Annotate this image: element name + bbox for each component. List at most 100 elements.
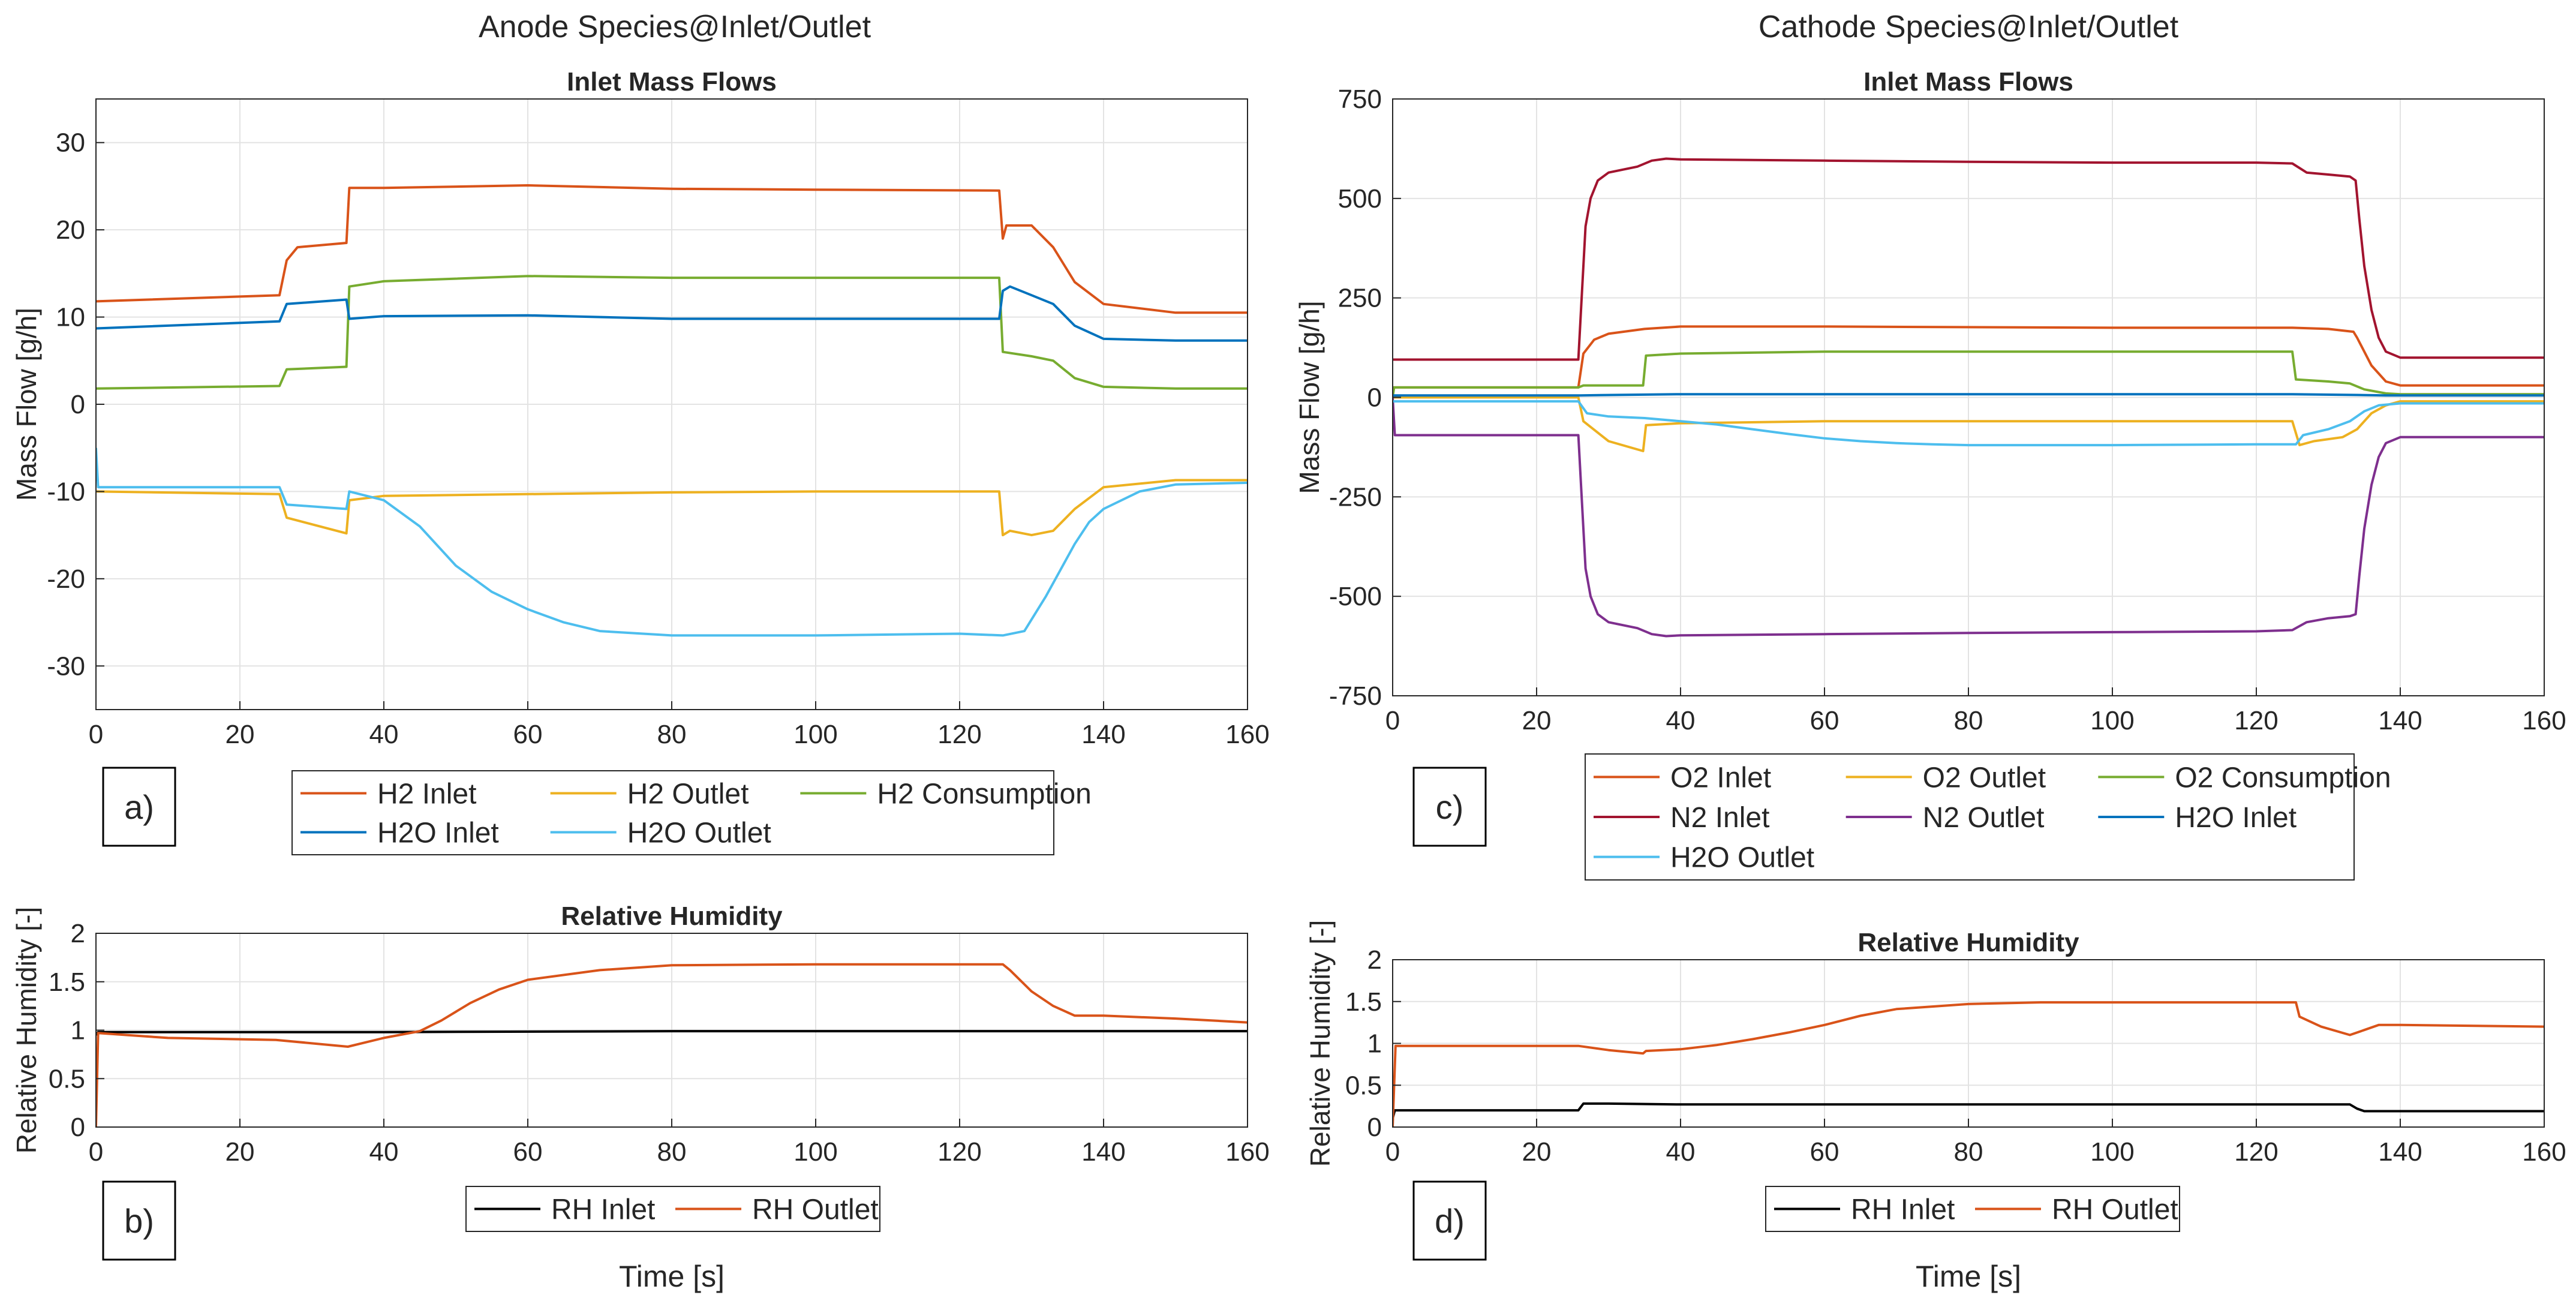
x-tick-label: 60 bbox=[513, 1137, 543, 1167]
series-line-n2-inlet bbox=[1393, 157, 2544, 361]
x-tick-label: 140 bbox=[2378, 706, 2422, 735]
x-tick-label: 0 bbox=[89, 1137, 103, 1167]
x-tick-label: 80 bbox=[657, 1137, 687, 1167]
legend-label-h2o-outlet: H2O Outlet bbox=[1670, 842, 1814, 874]
plot-title: Inlet Mass Flows bbox=[1863, 67, 2073, 97]
legend-label-o2-inlet: O2 Inlet bbox=[1670, 762, 1771, 794]
series-line-o2-inlet bbox=[1393, 325, 2544, 389]
y-tick-label: 750 bbox=[1338, 85, 1382, 114]
legend-label-h2o-inlet: H2O Inlet bbox=[2175, 802, 2297, 834]
legend: O2 Inlet O2 Outlet O2 Consumption N2 Inlet N… bbox=[1585, 753, 2391, 881]
legend-label-rh-inlet: RH Inlet bbox=[551, 1194, 655, 1226]
legend-label-o2-consumption: O2 Consumption bbox=[2175, 762, 2391, 794]
panel-label: c) bbox=[1436, 788, 1464, 826]
x-tick-label: 80 bbox=[1954, 706, 1983, 735]
panel-label: a) bbox=[124, 788, 154, 826]
y-tick-label: -500 bbox=[1329, 582, 1382, 611]
y-tick-label: -30 bbox=[47, 651, 85, 681]
series-line-h2o-outlet bbox=[96, 447, 1248, 637]
cathode-title: Cathode Species@Inlet/Outlet bbox=[1759, 10, 2179, 44]
x-tick-label: 80 bbox=[1954, 1137, 1983, 1167]
x-tick-label: 140 bbox=[1081, 720, 1125, 749]
x-tick-label: 120 bbox=[2234, 1137, 2278, 1167]
x-tick-label: 100 bbox=[793, 1137, 837, 1167]
x-tick-label: 60 bbox=[1810, 1137, 1839, 1167]
legend-label-h2-inlet: H2 Inlet bbox=[377, 779, 476, 810]
y-tick-label: 20 bbox=[56, 215, 85, 245]
x-tick-label: 100 bbox=[793, 720, 837, 749]
y-tick-label: 2 bbox=[1367, 945, 1382, 975]
x-tick-label: 0 bbox=[1385, 706, 1400, 735]
legend: RH Inlet RH Outlet bbox=[465, 1186, 880, 1232]
plot-title: Relative Humidity bbox=[561, 902, 783, 931]
y-tick-label: -10 bbox=[47, 477, 85, 506]
series-line-o2-outlet bbox=[1393, 396, 2544, 452]
legend-label-n2-outlet: N2 Outlet bbox=[1923, 802, 2045, 834]
legend-label-h2o-inlet: H2O Inlet bbox=[377, 818, 499, 849]
y-tick-label: 30 bbox=[56, 128, 85, 158]
x-tick-label: 100 bbox=[2090, 1137, 2134, 1167]
axes-c: 0 20 40 60 80 100 120 140 160 -750 -500 -250 0 250 500… bbox=[1294, 67, 2566, 881]
legend-label-n2-inlet: N2 Inlet bbox=[1670, 802, 1769, 834]
series-line-h2o-inlet bbox=[1393, 393, 2544, 397]
y-tick-label: 10 bbox=[56, 303, 85, 332]
y-axis-label: Relative Humidity [-] bbox=[11, 907, 42, 1154]
legend-label-h2o-outlet: H2O Outlet bbox=[627, 818, 771, 849]
axes-b: 0 20 40 60 80 100 120 140 160 0 0.5 1 1.5 2 Relative H… bbox=[11, 902, 1270, 1293]
y-axis-label: Mass Flow [g/h] bbox=[11, 308, 42, 501]
y-tick-label: 0 bbox=[1367, 383, 1382, 413]
y-tick-label: -750 bbox=[1329, 681, 1382, 711]
y-tick-label: 1.5 bbox=[49, 968, 85, 997]
y-tick-label: 1 bbox=[71, 1016, 85, 1045]
legend-box bbox=[291, 770, 1054, 855]
y-tick-label: 0.5 bbox=[49, 1064, 85, 1093]
panel-label: d) bbox=[1435, 1202, 1465, 1240]
legend-label-rh-outlet: RH Outlet bbox=[2052, 1194, 2178, 1226]
axes-a: 0 20 40 60 80 100 120 140 160 -30 -20 -10 0 10 20 30 Inl… bbox=[11, 67, 1270, 855]
series-line-o2-consumption bbox=[1393, 350, 2544, 398]
x-tick-label: 20 bbox=[226, 720, 255, 749]
y-tick-label: 0.5 bbox=[1345, 1071, 1382, 1100]
x-tick-label: 40 bbox=[369, 720, 399, 749]
legend-label-h2-consumption: H2 Consumption bbox=[877, 779, 1092, 810]
legend: H2 Inlet H2 Outlet H2 Consumption H2O Inlet… bbox=[291, 770, 1092, 855]
x-tick-label: 160 bbox=[2522, 706, 2566, 735]
y-tick-label: 500 bbox=[1338, 184, 1382, 214]
legend-label-h2-outlet: H2 Outlet bbox=[627, 779, 749, 810]
x-tick-label: 100 bbox=[2090, 706, 2134, 735]
x-tick-label: 160 bbox=[1225, 1137, 1269, 1167]
legend-box bbox=[1585, 753, 2355, 881]
x-tick-label: 140 bbox=[1081, 1137, 1125, 1167]
panel-label: b) bbox=[124, 1202, 154, 1240]
x-tick-label: 60 bbox=[1810, 706, 1839, 735]
y-tick-label: 1 bbox=[1367, 1029, 1382, 1059]
series-group bbox=[96, 963, 1248, 1127]
series-line-h2-inlet bbox=[96, 184, 1248, 314]
legend-label-o2-outlet: O2 Outlet bbox=[1923, 762, 2046, 794]
panel-label-box bbox=[102, 1180, 176, 1261]
series-group bbox=[1393, 157, 2544, 638]
y-tick-label: 1.5 bbox=[1345, 987, 1382, 1017]
y-tick-label: -250 bbox=[1329, 482, 1382, 512]
y-tick-label: 2 bbox=[71, 919, 85, 948]
series-group bbox=[1393, 1001, 2544, 1127]
panel-label-box bbox=[1412, 767, 1487, 847]
series-group bbox=[96, 184, 1248, 637]
x-tick-label: 120 bbox=[937, 1137, 981, 1167]
x-tick-label: 0 bbox=[89, 720, 103, 749]
x-tick-label: 20 bbox=[1522, 706, 1552, 735]
plot-title: Relative Humidity bbox=[1857, 928, 2079, 957]
y-tick-label: -20 bbox=[47, 564, 85, 594]
x-tick-label: 40 bbox=[1666, 706, 1696, 735]
x-tick-label: 120 bbox=[2234, 706, 2278, 735]
legend-label-rh-inlet: RH Inlet bbox=[1851, 1194, 1955, 1226]
x-tick-label: 60 bbox=[513, 720, 543, 749]
x-tick-label: 0 bbox=[1385, 1137, 1400, 1167]
series-line-rh-outlet bbox=[1393, 1001, 2544, 1127]
y-tick-label: 0 bbox=[71, 390, 85, 419]
series-line-h2-outlet bbox=[96, 479, 1248, 537]
x-tick-label: 20 bbox=[226, 1137, 255, 1167]
series-line-h2-consumption bbox=[96, 275, 1248, 390]
x-axis-label: Time [s] bbox=[619, 1260, 725, 1293]
